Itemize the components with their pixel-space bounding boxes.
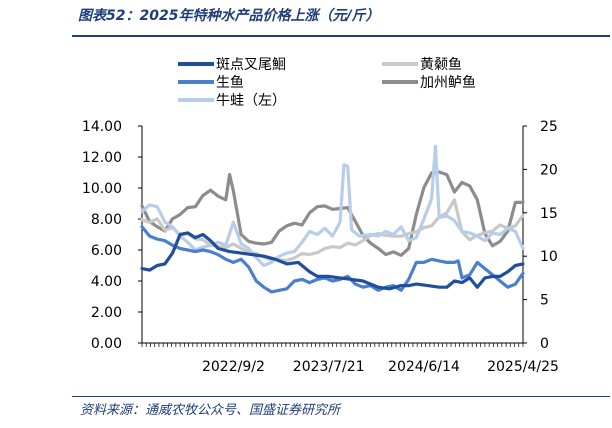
y-left-tick-label: 14.00 [82,119,122,135]
y-right-tick-label: 5 [540,293,549,309]
title-divider [72,35,610,37]
source-note: 资料来源：通威农牧公众号、国盛证券研究所 [80,403,341,418]
series-line-3 [140,198,525,263]
y-right-tick-label: 10 [540,249,558,265]
legend-label: 生鱼 [216,74,244,91]
legend-label: 牛蛙（左） [216,93,286,109]
y-left-tick-label: 4.00 [91,274,122,290]
y-left-tick-label: 12.00 [82,150,122,166]
axes: 0.00 2.00 4.00 6.00 8.00 10.00 12.00 14.00 0 5 10 1… [82,119,559,375]
y-right-tick-label: 0 [540,336,549,352]
x-tick-label: 2024/6/14 [388,359,460,375]
series-line-0 [140,231,525,291]
y-right-tick-label: 15 [540,206,558,222]
x-tick-label: 2022/9/2 [202,359,265,375]
series-line-1 [140,225,525,294]
y-left-tick-label: 0.00 [91,336,122,352]
y-left-tick-label: 8.00 [91,212,122,228]
y-left-tick-label: 6.00 [91,243,122,259]
x-tick-label: 2023/7/21 [293,359,365,375]
y-right-tick-label: 20 [540,162,558,178]
legend-label: 黄颡鱼 [420,56,462,73]
chart-title: 图表52：2025年特种水产品价格上涨（元/斤） [78,8,380,24]
series-lines [140,144,525,294]
source-divider [72,396,610,397]
y-left-tick-label: 10.00 [82,181,122,197]
x-tick-label: 2025/4/25 [487,359,559,375]
legend-label: 加州鲈鱼 [420,74,476,91]
legend-label: 斑点叉尾鮰 [216,57,286,73]
y-right-tick-label: 25 [540,119,558,135]
series-line-2 [140,144,525,268]
y-left-tick-label: 2.00 [91,305,122,321]
series-line-4 [140,170,525,257]
